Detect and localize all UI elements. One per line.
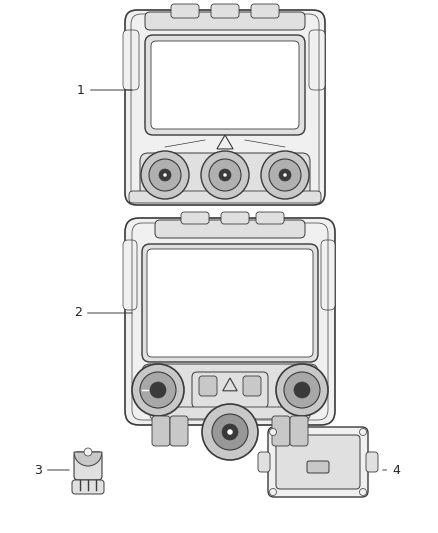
FancyBboxPatch shape: [268, 427, 368, 497]
Text: 3: 3: [34, 464, 69, 477]
Circle shape: [283, 173, 287, 177]
Text: 1: 1: [77, 84, 132, 96]
FancyBboxPatch shape: [145, 12, 305, 30]
Circle shape: [212, 414, 248, 450]
Text: 4: 4: [383, 464, 400, 477]
FancyBboxPatch shape: [192, 372, 268, 408]
Circle shape: [269, 429, 276, 435]
FancyBboxPatch shape: [171, 4, 199, 18]
FancyBboxPatch shape: [150, 407, 310, 419]
Circle shape: [223, 173, 227, 177]
Circle shape: [163, 173, 167, 177]
FancyBboxPatch shape: [366, 452, 378, 472]
FancyBboxPatch shape: [72, 480, 104, 494]
Circle shape: [209, 159, 241, 191]
Circle shape: [202, 404, 258, 460]
FancyBboxPatch shape: [155, 220, 305, 238]
Circle shape: [360, 489, 367, 496]
FancyBboxPatch shape: [152, 416, 170, 446]
Text: 2: 2: [74, 306, 132, 319]
FancyBboxPatch shape: [256, 212, 284, 224]
Circle shape: [284, 372, 320, 408]
FancyBboxPatch shape: [125, 218, 335, 425]
Circle shape: [149, 159, 181, 191]
FancyBboxPatch shape: [258, 452, 270, 472]
FancyBboxPatch shape: [74, 452, 102, 480]
Circle shape: [150, 382, 166, 398]
Circle shape: [269, 489, 276, 496]
FancyBboxPatch shape: [123, 30, 139, 90]
FancyBboxPatch shape: [142, 364, 318, 411]
FancyBboxPatch shape: [147, 249, 313, 357]
Circle shape: [159, 169, 171, 181]
FancyBboxPatch shape: [151, 41, 299, 129]
FancyBboxPatch shape: [321, 240, 335, 310]
FancyBboxPatch shape: [181, 212, 209, 224]
Wedge shape: [74, 452, 102, 466]
Circle shape: [201, 151, 249, 199]
FancyBboxPatch shape: [142, 244, 318, 362]
FancyBboxPatch shape: [199, 376, 217, 396]
Circle shape: [141, 151, 189, 199]
Circle shape: [261, 151, 309, 199]
Circle shape: [140, 372, 176, 408]
FancyBboxPatch shape: [309, 30, 325, 90]
Circle shape: [279, 169, 291, 181]
FancyBboxPatch shape: [221, 212, 249, 224]
FancyBboxPatch shape: [145, 35, 305, 135]
FancyBboxPatch shape: [140, 153, 310, 197]
Circle shape: [227, 429, 233, 435]
FancyBboxPatch shape: [251, 4, 279, 18]
FancyBboxPatch shape: [243, 376, 261, 396]
FancyBboxPatch shape: [307, 461, 329, 473]
FancyBboxPatch shape: [276, 435, 360, 489]
FancyBboxPatch shape: [170, 416, 188, 446]
FancyBboxPatch shape: [290, 416, 308, 446]
Circle shape: [219, 169, 231, 181]
FancyBboxPatch shape: [211, 4, 239, 18]
Circle shape: [84, 448, 92, 456]
Circle shape: [132, 364, 184, 416]
Circle shape: [294, 382, 310, 398]
Circle shape: [360, 429, 367, 435]
Circle shape: [222, 424, 238, 440]
Circle shape: [269, 159, 301, 191]
Circle shape: [276, 364, 328, 416]
FancyBboxPatch shape: [123, 240, 137, 310]
FancyBboxPatch shape: [129, 191, 321, 203]
FancyBboxPatch shape: [125, 10, 325, 205]
FancyBboxPatch shape: [272, 416, 290, 446]
